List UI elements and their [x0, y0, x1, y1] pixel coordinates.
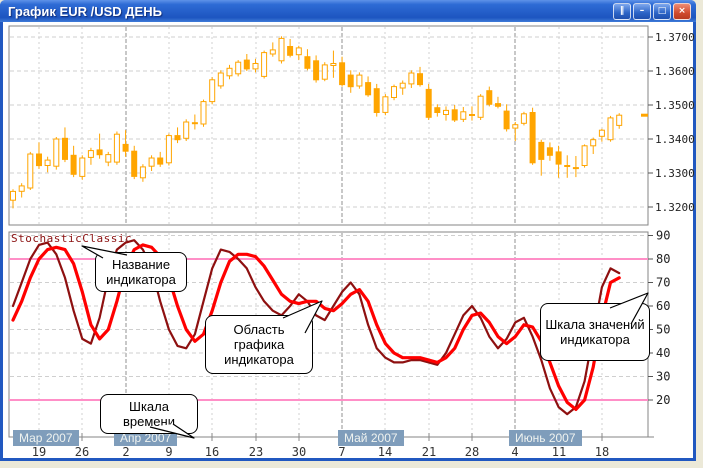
minimize-icon: – — [639, 5, 645, 16]
maximize-button[interactable]: □ — [653, 2, 671, 20]
month-badge: Июнь 2007 — [509, 430, 582, 446]
callout-indicator-scale: Шкала значений индикатора — [540, 303, 650, 361]
indicator-name-label: StochasticClassic — [11, 232, 133, 245]
chart-window: График EUR /USD ДЕНЬ ‖ – □ × — [0, 0, 696, 461]
callout-text: Название индикатора — [106, 257, 176, 287]
maximize-icon: □ — [657, 5, 667, 16]
minimize-button[interactable]: – — [633, 2, 651, 20]
callout-indicator-name: Название индикатора — [95, 252, 187, 292]
pause-icon: ‖ — [619, 5, 625, 16]
callout-indicator-area: Область графика индикатора — [205, 315, 313, 374]
pause-button[interactable]: ‖ — [613, 2, 631, 20]
month-badge: Май 2007 — [338, 430, 404, 446]
callout-text: Область графика индикатора — [224, 322, 294, 367]
callout-text: Шкала значений индикатора — [545, 317, 645, 347]
window-title: График EUR /USD ДЕНЬ — [8, 3, 162, 19]
callout-text: Шкала времени — [123, 399, 175, 429]
title-bar[interactable]: График EUR /USD ДЕНЬ ‖ – □ × — [0, 0, 696, 22]
close-icon: × — [678, 5, 686, 16]
month-badge: Мар 2007 — [13, 430, 79, 446]
close-button[interactable]: × — [673, 2, 691, 20]
callout-time-scale: Шкала времени — [100, 394, 198, 434]
